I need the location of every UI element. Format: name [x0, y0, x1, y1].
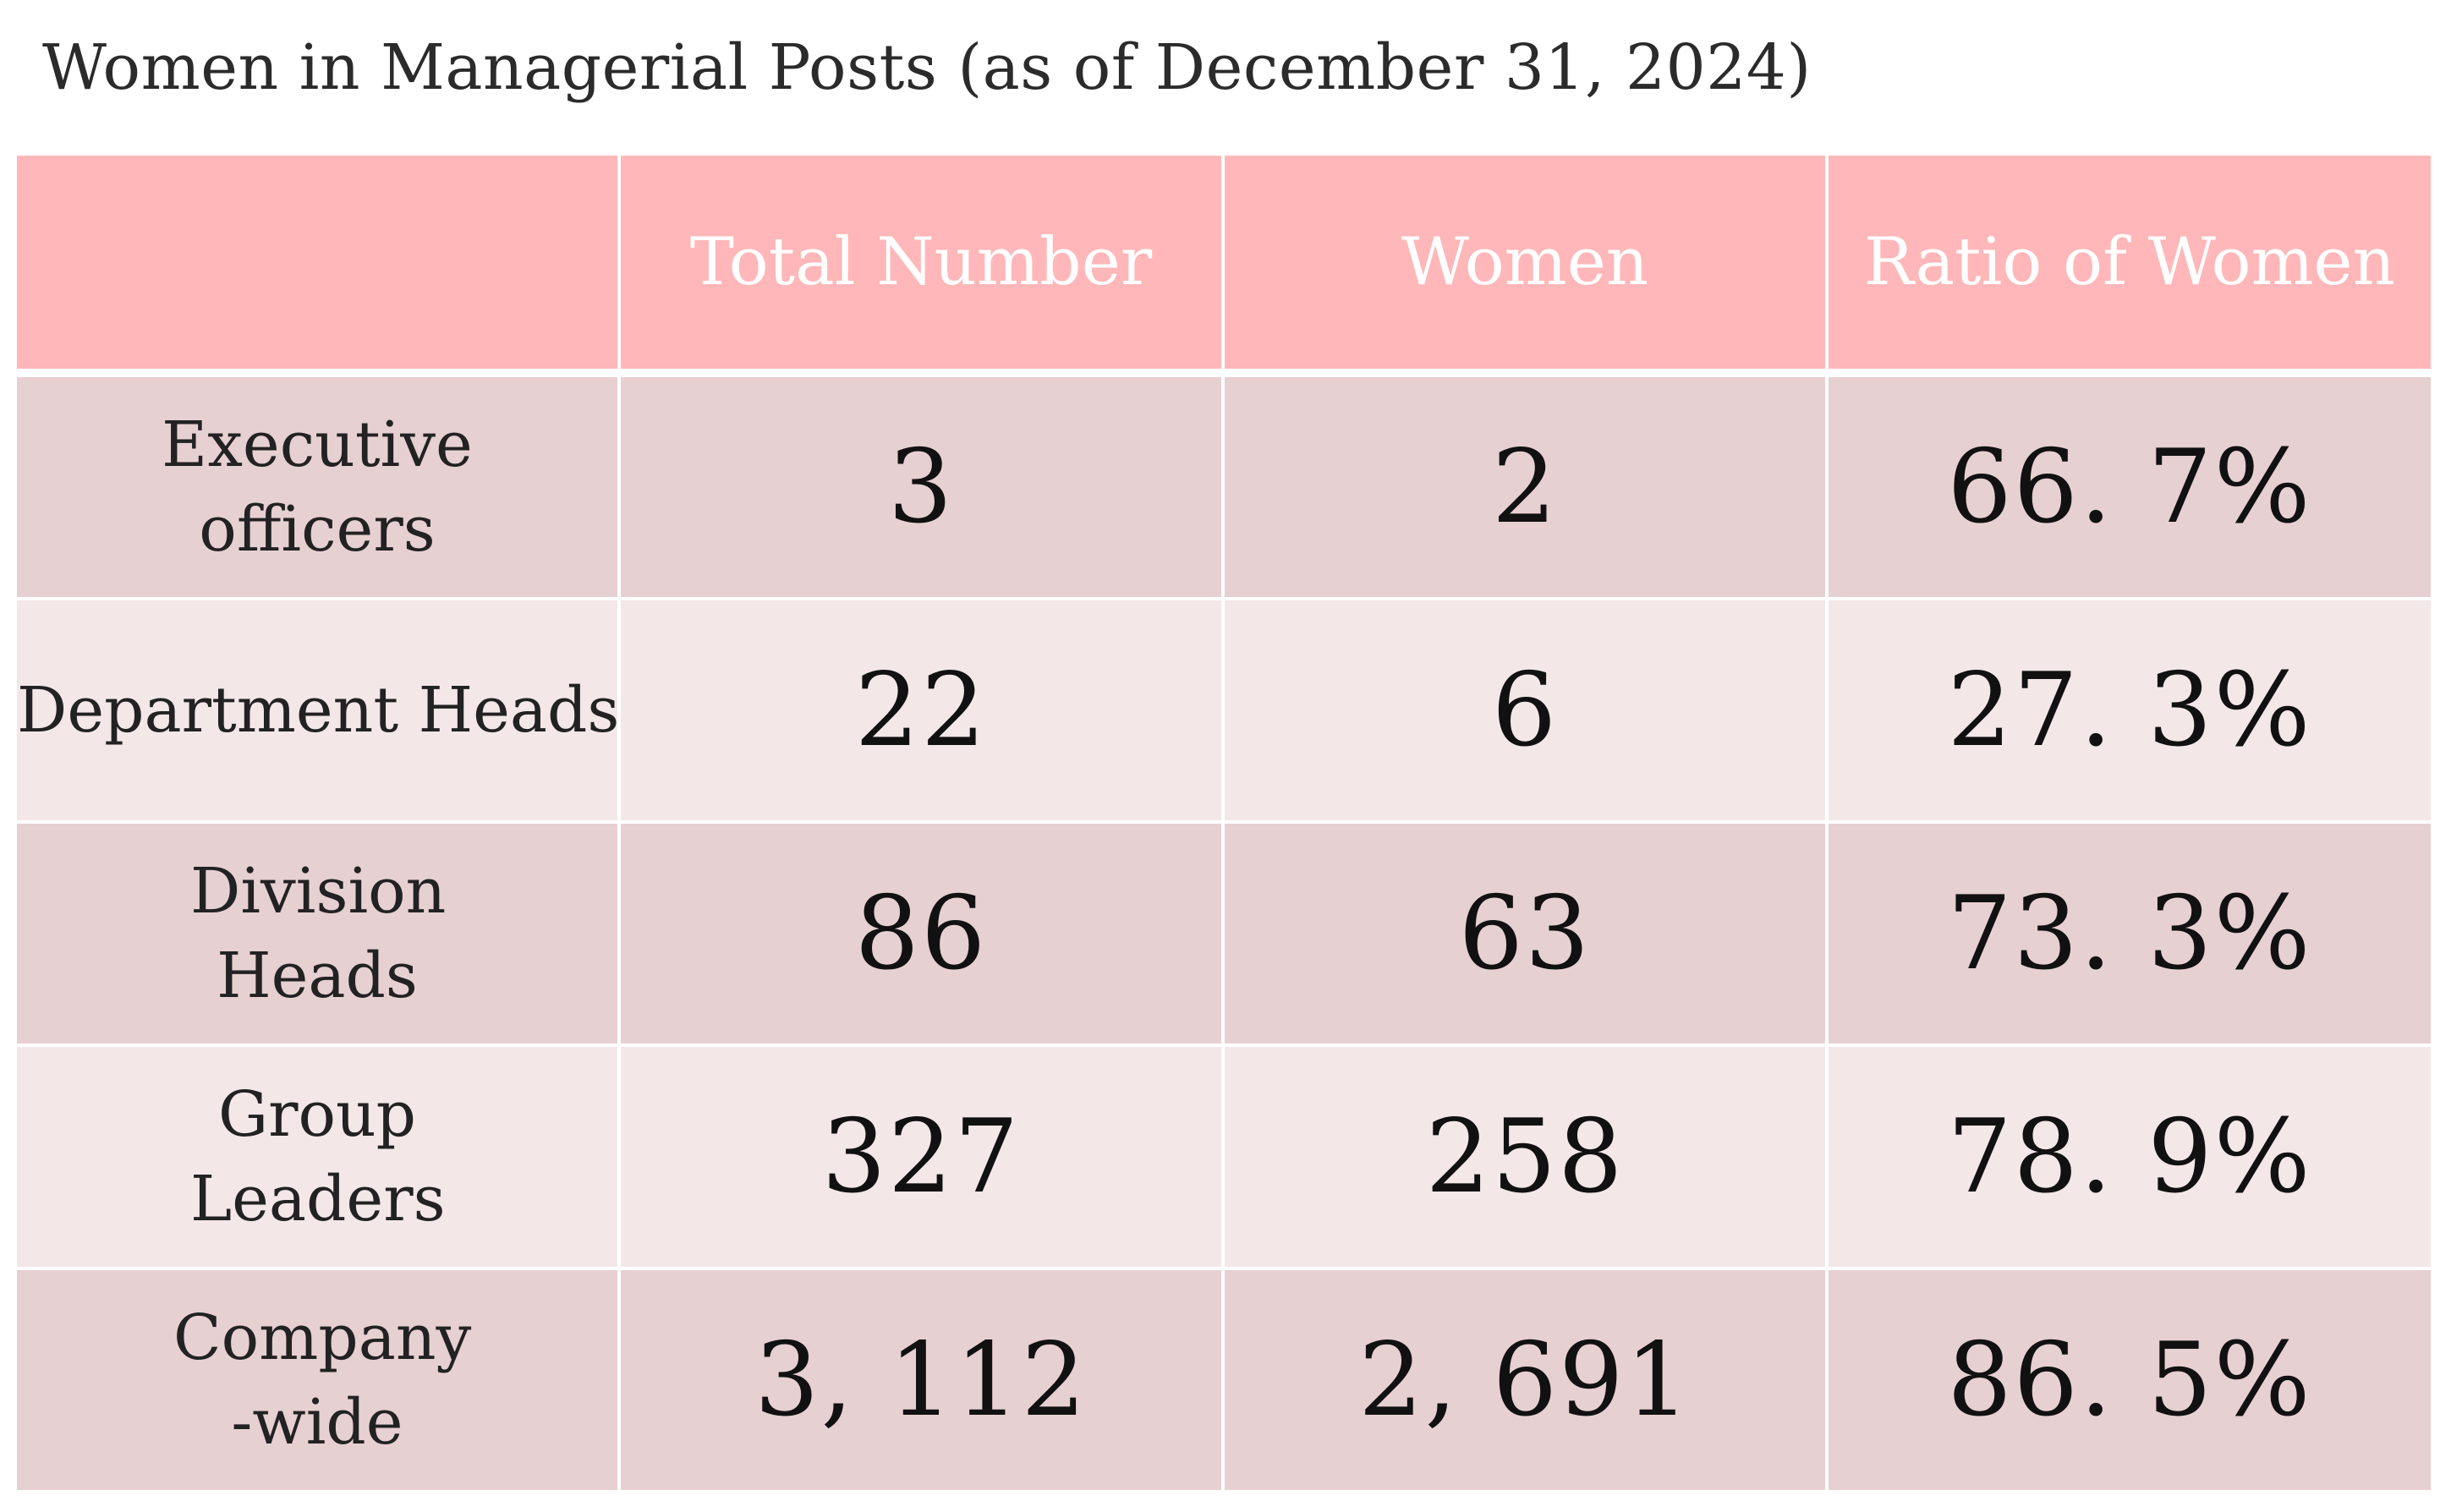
women-cell: 258	[1225, 1047, 1829, 1270]
table-row: Group Leaders 327 258 78. 9%	[17, 1047, 2431, 1270]
row-label-cell: Company -wide	[17, 1270, 621, 1493]
row-label: Division Heads	[190, 855, 447, 1012]
women-cell: 2, 691	[1225, 1270, 1829, 1493]
row-label-cell: Department Heads	[17, 600, 621, 824]
header-total-number: Total Number	[621, 156, 1225, 377]
total-number-cell: 3	[621, 377, 1225, 600]
row-label-cell: Executive officers	[17, 377, 621, 600]
table-header-row: Total Number Women Ratio of Women	[17, 156, 2431, 377]
header-empty-cell	[17, 156, 621, 377]
row-label: Company -wide	[173, 1301, 472, 1459]
page-title: Women in Managerial Posts (as of Decembe…	[42, 31, 1812, 104]
women-cell: 2	[1225, 377, 1829, 600]
row-label: Group Leaders	[190, 1078, 446, 1235]
ratio-cell: 86. 5%	[1829, 1270, 2431, 1493]
women-managerial-table: Total Number Women Ratio of Women Execut…	[17, 156, 2431, 1493]
table-row: Department Heads 22 6 27. 3%	[17, 600, 2431, 824]
ratio-cell: 27. 3%	[1829, 600, 2431, 824]
total-number-cell: 327	[621, 1047, 1225, 1270]
row-label: Executive officers	[162, 408, 473, 566]
total-number-cell: 3, 112	[621, 1270, 1225, 1493]
total-number-cell: 86	[621, 824, 1225, 1047]
table-row: Executive officers 3 2 66. 7%	[17, 377, 2431, 600]
ratio-cell: 66. 7%	[1829, 377, 2431, 600]
table-row: Division Heads 86 63 73. 3%	[17, 824, 2431, 1047]
total-number-cell: 22	[621, 600, 1225, 824]
header-women: Women	[1225, 156, 1829, 377]
ratio-cell: 78. 9%	[1829, 1047, 2431, 1270]
row-label-cell: Division Heads	[17, 824, 621, 1047]
row-label: Department Heads	[17, 674, 620, 747]
row-label-cell: Group Leaders	[17, 1047, 621, 1270]
women-cell: 63	[1225, 824, 1829, 1047]
table-row: Company -wide 3, 112 2, 691 86. 5%	[17, 1270, 2431, 1493]
header-ratio-of-women: Ratio of Women	[1829, 156, 2431, 377]
women-cell: 6	[1225, 600, 1829, 824]
ratio-cell: 73. 3%	[1829, 824, 2431, 1047]
